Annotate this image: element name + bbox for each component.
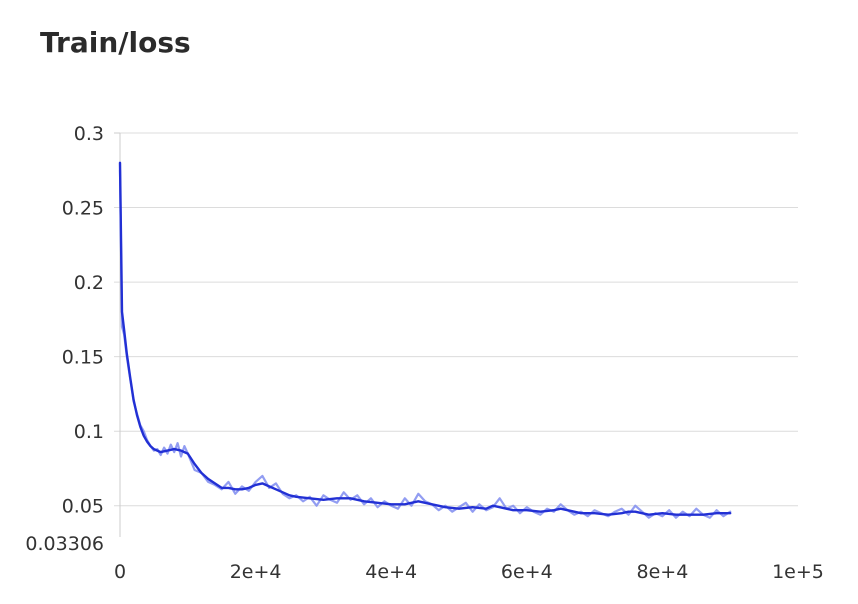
y-tick-label: 0.1 [74, 421, 104, 443]
x-tick-label: 8e+4 [637, 561, 689, 583]
axes [114, 132, 121, 537]
x-tick-label: 6e+4 [501, 561, 553, 583]
raw-series [118, 169, 732, 519]
x-tick-label: 2e+4 [230, 561, 282, 583]
smoothed-series [118, 161, 732, 516]
y-tick-label: 0.2 [74, 272, 104, 294]
y-tick-labels: 0.03306 0.05 0.1 0.15 0.2 0.25 0.3 [25, 123, 104, 555]
y-tick-label: 0.05 [62, 496, 104, 518]
x-tick-label: 4e+4 [365, 561, 417, 583]
y-tick-label: 0.03306 [25, 533, 104, 555]
smoothed-loss-line [118, 161, 732, 516]
x-tick-label: 1e+5 [772, 561, 824, 583]
y-tick-label: 0.15 [62, 347, 104, 369]
x-tick-label: 0 [114, 561, 126, 583]
y-tick-label: 0.25 [62, 198, 104, 220]
x-tick-labels: 0 2e+4 4e+4 6e+4 8e+4 1e+5 [114, 561, 824, 583]
grid-lines [114, 132, 798, 507]
chart-title: Train/loss [40, 26, 191, 59]
y-tick-label: 0.3 [74, 123, 104, 145]
raw-loss-line [118, 169, 732, 519]
